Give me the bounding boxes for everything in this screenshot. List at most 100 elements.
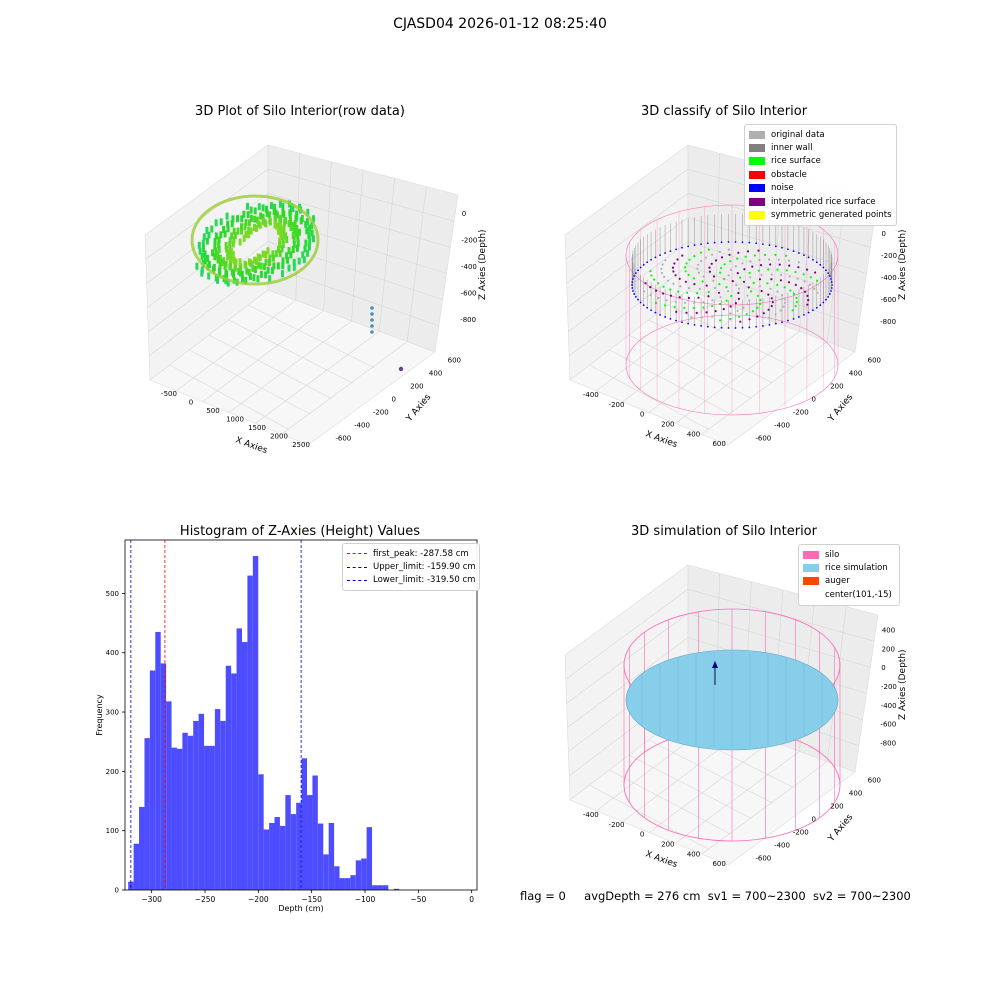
scatter-point xyxy=(281,257,285,265)
scatter-point xyxy=(232,236,236,244)
noise-point xyxy=(741,241,744,244)
histogram-bar xyxy=(258,774,264,890)
noise-point xyxy=(706,325,709,328)
classified-point xyxy=(737,297,740,300)
scatter-point xyxy=(246,202,249,210)
classified-point xyxy=(650,274,653,277)
legend-swatch xyxy=(803,577,819,586)
scatter-point xyxy=(259,270,263,278)
classified-point xyxy=(756,306,759,309)
classified-point xyxy=(711,299,714,302)
grid-line xyxy=(281,341,408,435)
histogram-x-label: Depth (cm) xyxy=(278,904,323,913)
noise-point xyxy=(812,309,814,312)
x-tick-label: −200 xyxy=(248,895,269,904)
grid-line xyxy=(565,588,689,680)
scatter-point xyxy=(291,222,295,230)
classified-point xyxy=(727,290,730,293)
scatter-point xyxy=(284,232,288,240)
scatter-point xyxy=(303,245,307,253)
classified-point xyxy=(672,282,675,285)
classified-point xyxy=(807,299,810,302)
scatter-point xyxy=(245,267,249,275)
classified-point xyxy=(707,248,710,251)
panel4-z-label: Z Axies (Depth) xyxy=(898,649,908,720)
grid-line xyxy=(248,304,374,368)
classified-point xyxy=(741,262,744,265)
classified-point xyxy=(707,290,710,294)
noise-point xyxy=(631,281,634,283)
scatter-point xyxy=(233,232,237,239)
panel3-histogram[interactable]: −300 −250 −200 −150 −100 −50 0 0 100 200 300 400 50… xyxy=(80,530,500,920)
grid-line xyxy=(565,168,689,260)
grid-line xyxy=(589,364,710,430)
scatter-point xyxy=(232,270,235,278)
scatter-point xyxy=(278,249,282,257)
noise-point xyxy=(642,263,645,266)
classified-point xyxy=(770,278,773,281)
scatter-point xyxy=(292,241,296,248)
scatter-point xyxy=(370,330,374,334)
classified-point xyxy=(687,296,690,300)
classified-point xyxy=(729,317,732,320)
panel4-surface xyxy=(623,608,841,842)
y-tick-label: 400 xyxy=(849,790,862,798)
classified-point xyxy=(737,251,740,254)
classified-point xyxy=(686,291,689,294)
classified-point xyxy=(771,301,774,304)
noise-point xyxy=(819,263,822,266)
scatter-point xyxy=(213,253,217,261)
classified-point xyxy=(672,270,675,273)
histogram-bar xyxy=(139,806,145,890)
noise-point xyxy=(654,311,657,314)
scatter-point xyxy=(225,212,229,220)
noise-point xyxy=(734,241,737,243)
scatter-point xyxy=(295,244,299,252)
noise-point xyxy=(669,317,672,320)
classified-point xyxy=(736,309,739,312)
grid-line xyxy=(267,168,455,222)
noise-point xyxy=(748,326,751,329)
y-tick-label: 0 xyxy=(812,816,816,824)
scatter-point xyxy=(258,221,262,229)
classified-point xyxy=(688,258,691,261)
histogram-bar xyxy=(279,825,286,890)
noise-point xyxy=(720,241,723,244)
panel3-title: Histogram of Z-Axies (Height) Values xyxy=(179,524,421,539)
scatter-point xyxy=(289,224,293,231)
noise-point xyxy=(815,306,818,309)
scatter-point xyxy=(289,218,292,226)
scatter-point xyxy=(229,255,233,263)
legend-swatch xyxy=(749,130,765,139)
noise-point xyxy=(798,316,800,318)
legend-swatch xyxy=(749,144,765,153)
noise-point xyxy=(654,256,657,259)
x-tick-label: 0 xyxy=(469,895,474,904)
scatter-point xyxy=(247,231,251,239)
scatter-point xyxy=(264,258,268,266)
x-tick-label: 600 xyxy=(712,440,725,448)
scatter-point xyxy=(206,254,210,262)
classified-point xyxy=(693,283,696,286)
noise-point xyxy=(727,241,730,243)
scatter-point xyxy=(281,236,285,244)
scatter-point xyxy=(257,220,261,228)
grid-line xyxy=(596,300,717,392)
scatter-point xyxy=(278,237,282,245)
classified-point xyxy=(714,310,717,313)
noise-point xyxy=(755,242,758,245)
legend-item-symmetric: symmetric generated points xyxy=(749,208,892,221)
classified-point xyxy=(676,258,679,261)
grid-line xyxy=(628,334,752,399)
legend-swatch xyxy=(749,197,765,206)
scatter-point xyxy=(249,259,252,267)
scatter-point xyxy=(241,275,244,283)
scatter-point xyxy=(285,236,289,243)
scatter-point xyxy=(216,256,220,264)
z-tick-label: -200 xyxy=(881,252,897,260)
scatter-point xyxy=(225,245,229,253)
y-tick-label: 100 xyxy=(106,827,119,835)
panel2-points xyxy=(625,204,839,416)
